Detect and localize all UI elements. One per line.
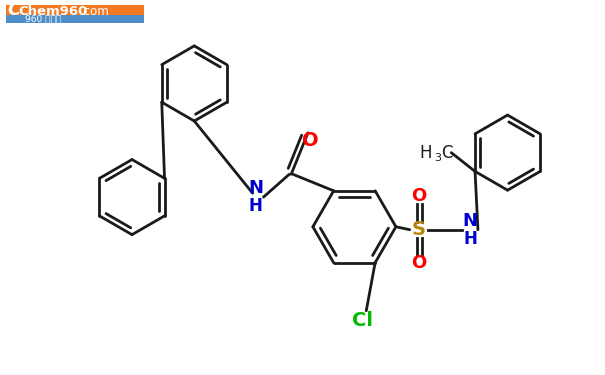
Text: N: N [248,179,263,197]
Text: H: H [249,197,263,215]
Text: O: O [302,131,318,150]
Text: S: S [411,220,426,239]
Text: O: O [411,254,427,272]
Text: C: C [7,1,21,19]
Bar [5,5,144,23]
Text: 3: 3 [434,153,442,163]
Text: 960 化工网: 960 化工网 [25,15,62,24]
Text: N: N [462,212,477,230]
Bar [5,15,144,23]
Text: C: C [442,144,453,162]
Text: O: O [411,187,427,205]
Text: H: H [463,230,477,248]
Text: Cl: Cl [352,311,373,330]
Text: .com: .com [80,5,110,18]
Text: H: H [419,144,431,162]
Text: Chem960: Chem960 [18,5,88,18]
